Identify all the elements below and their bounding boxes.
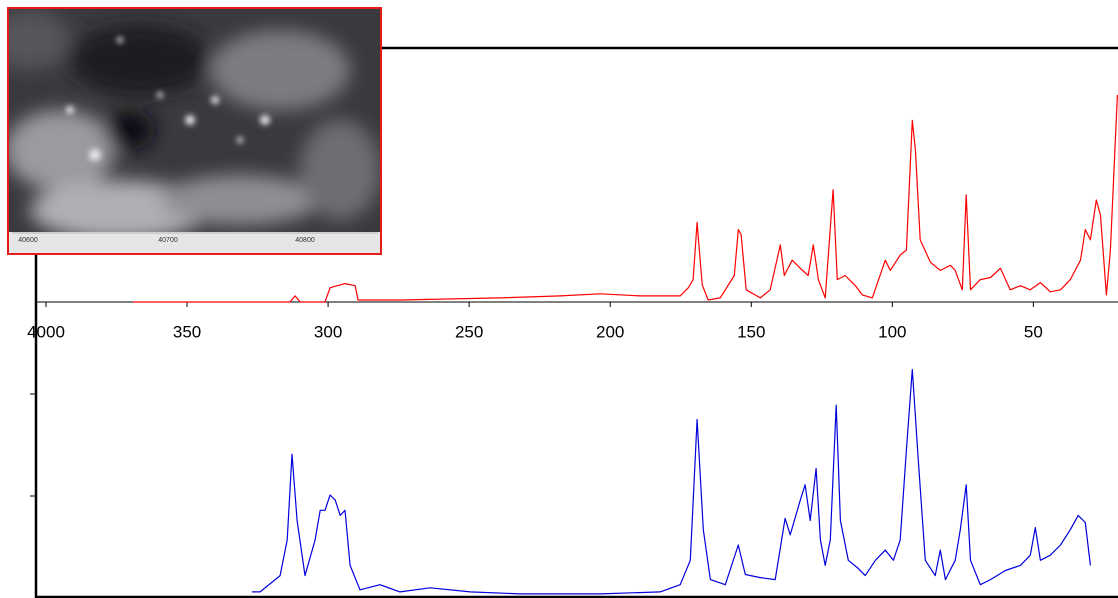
- scale-bar: [8, 232, 381, 254]
- scale-label: 40600: [18, 237, 38, 244]
- plots: 4000 350 300 250 200 150 100 50: [27, 94, 1118, 595]
- spectrum-line: [251, 368, 1091, 595]
- x-tick-label: 150: [737, 322, 765, 341]
- spectrum-line: [133, 94, 1118, 303]
- inset-photo: [8, 8, 381, 232]
- x-tick-label: 300: [314, 322, 342, 341]
- scale-label: 40700: [158, 237, 178, 244]
- x-tick-label: 100: [878, 322, 906, 341]
- x-tick-label: 200: [596, 322, 624, 341]
- x-tick-label: 4000: [27, 322, 65, 341]
- scale-label: 40800: [295, 237, 315, 244]
- x-tick-label: 350: [173, 322, 201, 341]
- x-tick-label: 250: [455, 322, 483, 341]
- inset: 40600 40700 40800: [7, 7, 382, 255]
- x-tick-label: 50: [1024, 322, 1043, 341]
- inset-border: [7, 7, 382, 255]
